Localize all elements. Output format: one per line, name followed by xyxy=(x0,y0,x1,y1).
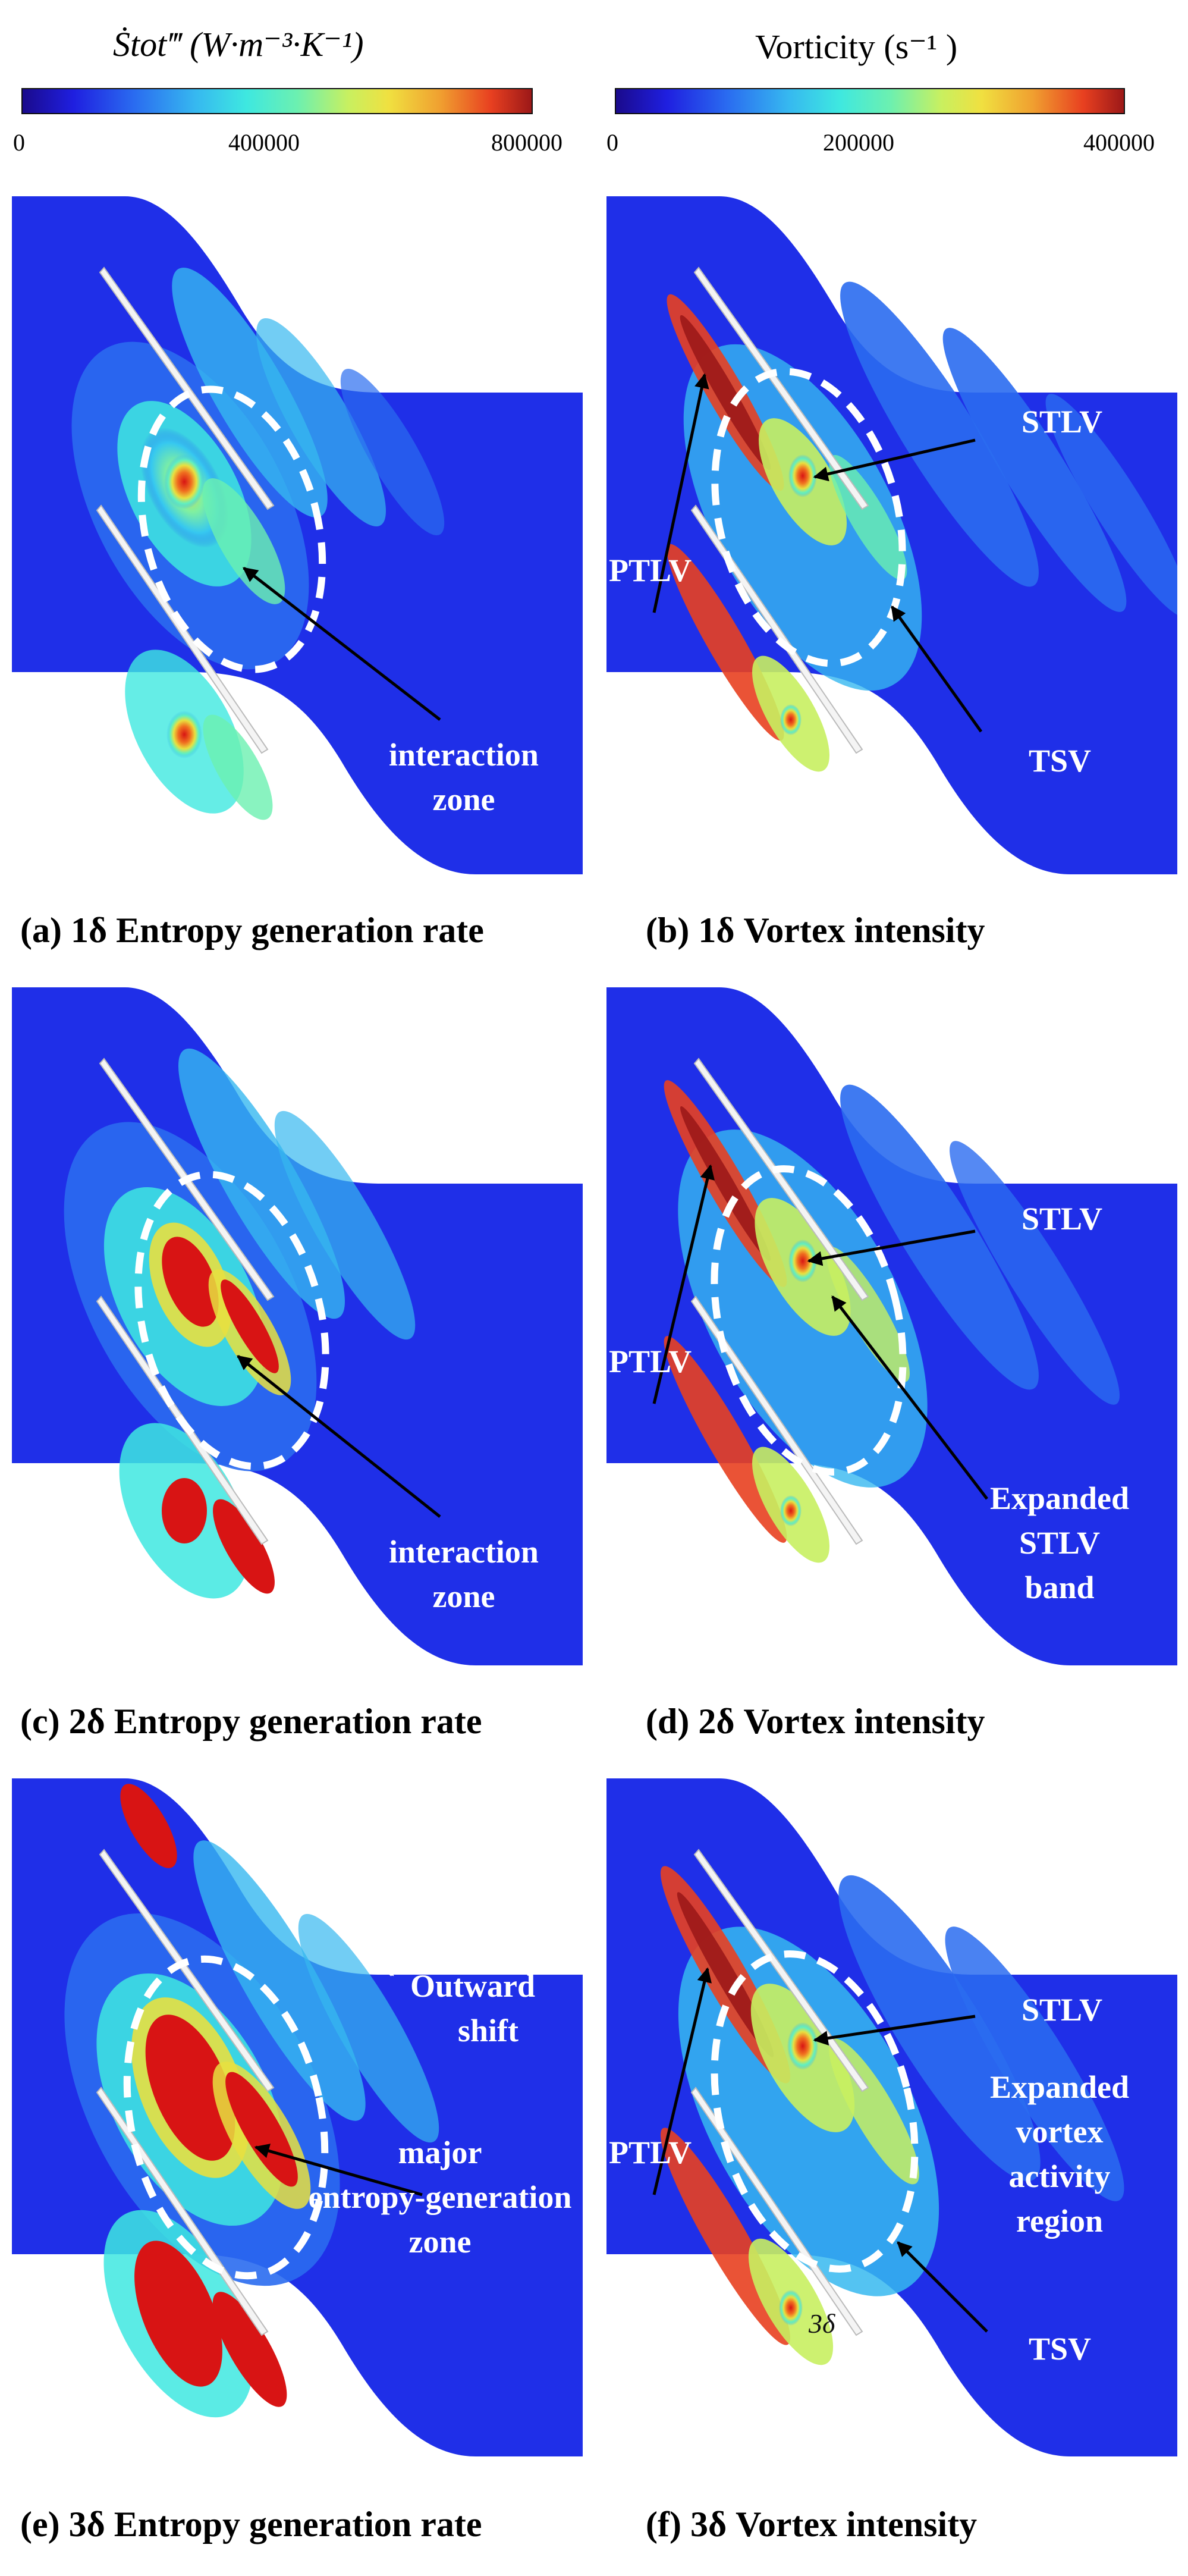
entropy-symbol: Ṡtot‴ xyxy=(113,25,181,64)
label-f-activity: activity xyxy=(1008,2158,1111,2194)
caption-c: (c) 2δ Entropy generation rate xyxy=(20,1702,482,1741)
label-f-3delta: 3δ xyxy=(809,2308,835,2339)
vorticity-colorbar-bar xyxy=(615,88,1125,114)
label-d-expanded: Expanded xyxy=(989,1480,1130,1516)
entropy-tick-1: 400000 xyxy=(228,129,300,156)
entropy-colorbar-title: Ṡtot‴ (W·m⁻³·K⁻¹) xyxy=(113,24,364,64)
label-e-major: major xyxy=(398,2135,482,2170)
label-e-zone: zone xyxy=(408,2224,472,2260)
label-d-stlv-2: STLV xyxy=(1019,1525,1101,1561)
panel-a-entropy-contour xyxy=(12,196,583,874)
caption-b: (b) 1δ Vortex intensity xyxy=(646,911,985,950)
vorticity-tick-0: 0 xyxy=(606,129,618,156)
panel-c-entropy-contour xyxy=(12,987,583,1665)
label-b-stlv: STLV xyxy=(1022,404,1103,440)
panel-b-vorticity-contour xyxy=(606,196,1177,874)
caption-f: (f) 3δ Vortex intensity xyxy=(646,2505,978,2544)
vorticity-tick-1: 200000 xyxy=(823,129,894,156)
label-f-tsv: TSV xyxy=(1029,2331,1092,2367)
entropy-tick-2: 800000 xyxy=(491,129,562,156)
entropy-units: (W·m⁻³·K⁻¹) xyxy=(190,25,364,64)
caption-e: (e) 3δ Entropy generation rate xyxy=(20,2505,482,2544)
label-f-vortex: vortex xyxy=(1016,2114,1104,2150)
label-d-ptlv: PTLV xyxy=(609,1344,692,1379)
label-f-region: region xyxy=(1016,2203,1103,2239)
label-f-ptlv: PTLV xyxy=(609,2135,692,2170)
label-b-ptlv: PTLV xyxy=(609,553,692,588)
label-c-interaction: interaction xyxy=(389,1534,539,1570)
label-a-zone: zone xyxy=(432,782,495,817)
panel-d-vorticity-contour xyxy=(606,987,1177,1665)
vorticity-tick-2: 400000 xyxy=(1083,129,1155,156)
label-e-outward: Outward xyxy=(410,1968,536,2004)
vorticity-colorbar-title: Vorticity (s⁻¹ ) xyxy=(755,27,958,66)
panel-e-entropy-contour xyxy=(12,1778,583,2456)
label-d-stlv: STLV xyxy=(1022,1201,1103,1237)
entropy-colorbar-bar xyxy=(21,88,533,114)
label-f-expanded: Expanded xyxy=(989,2069,1130,2105)
label-f-stlv: STLV xyxy=(1022,1992,1103,2028)
label-a-interaction: interaction xyxy=(389,737,539,773)
label-d-band: band xyxy=(1024,1570,1095,1605)
label-b-tsv: TSV xyxy=(1029,743,1092,779)
caption-d: (d) 2δ Vortex intensity xyxy=(646,1702,985,1741)
label-e-entropy-generation: entropy-generation xyxy=(308,2179,572,2215)
entropy-tick-0: 0 xyxy=(13,129,25,156)
label-e-shift: shift xyxy=(458,2013,519,2048)
caption-a: (a) 1δ Entropy generation rate xyxy=(20,911,484,950)
label-c-zone: zone xyxy=(432,1579,495,1614)
panel-f-vorticity-contour xyxy=(606,1778,1177,2456)
